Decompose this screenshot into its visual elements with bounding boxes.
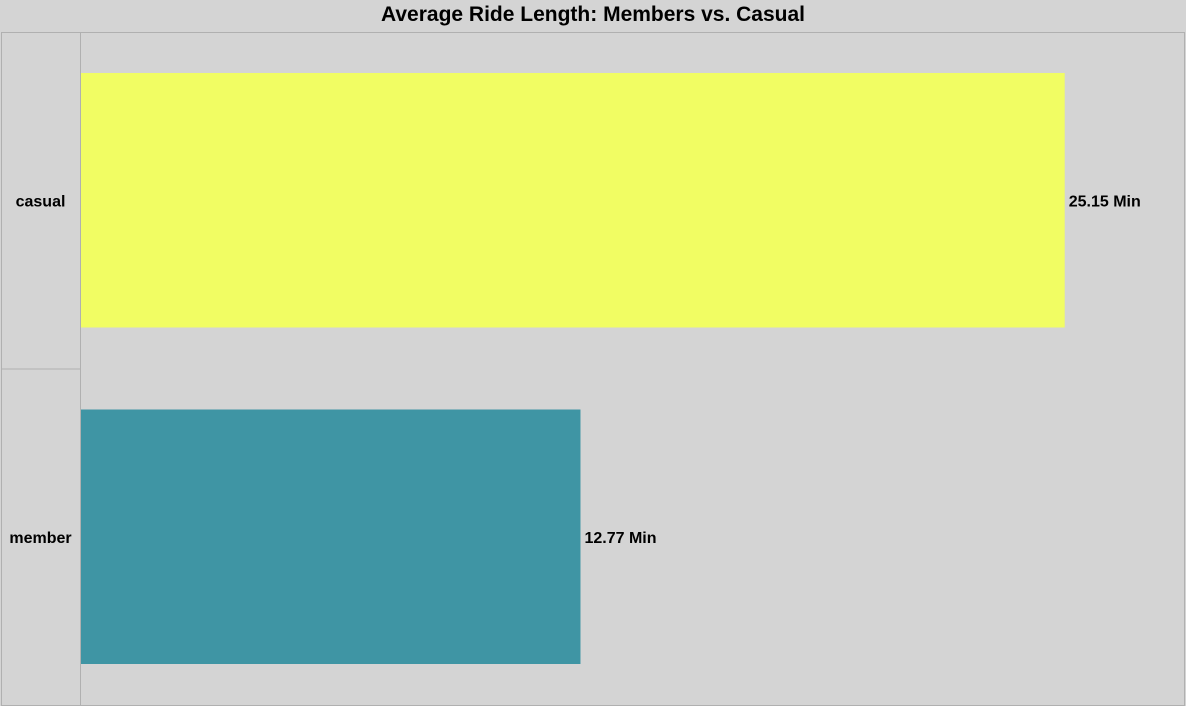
category-label-casual: casual [16, 193, 66, 210]
bar-casual [81, 73, 1065, 328]
labels-group: casual 25.15 Min member 12.77 Min [9, 193, 1140, 547]
value-label-member: 12.77 Min [584, 530, 656, 547]
category-label-member: member [9, 530, 71, 547]
bar-member [81, 409, 581, 664]
bars-group [81, 73, 1065, 664]
value-label-casual: 25.15 Min [1069, 193, 1141, 210]
chart-title: Average Ride Length: Members vs. Casual [380, 3, 806, 26]
